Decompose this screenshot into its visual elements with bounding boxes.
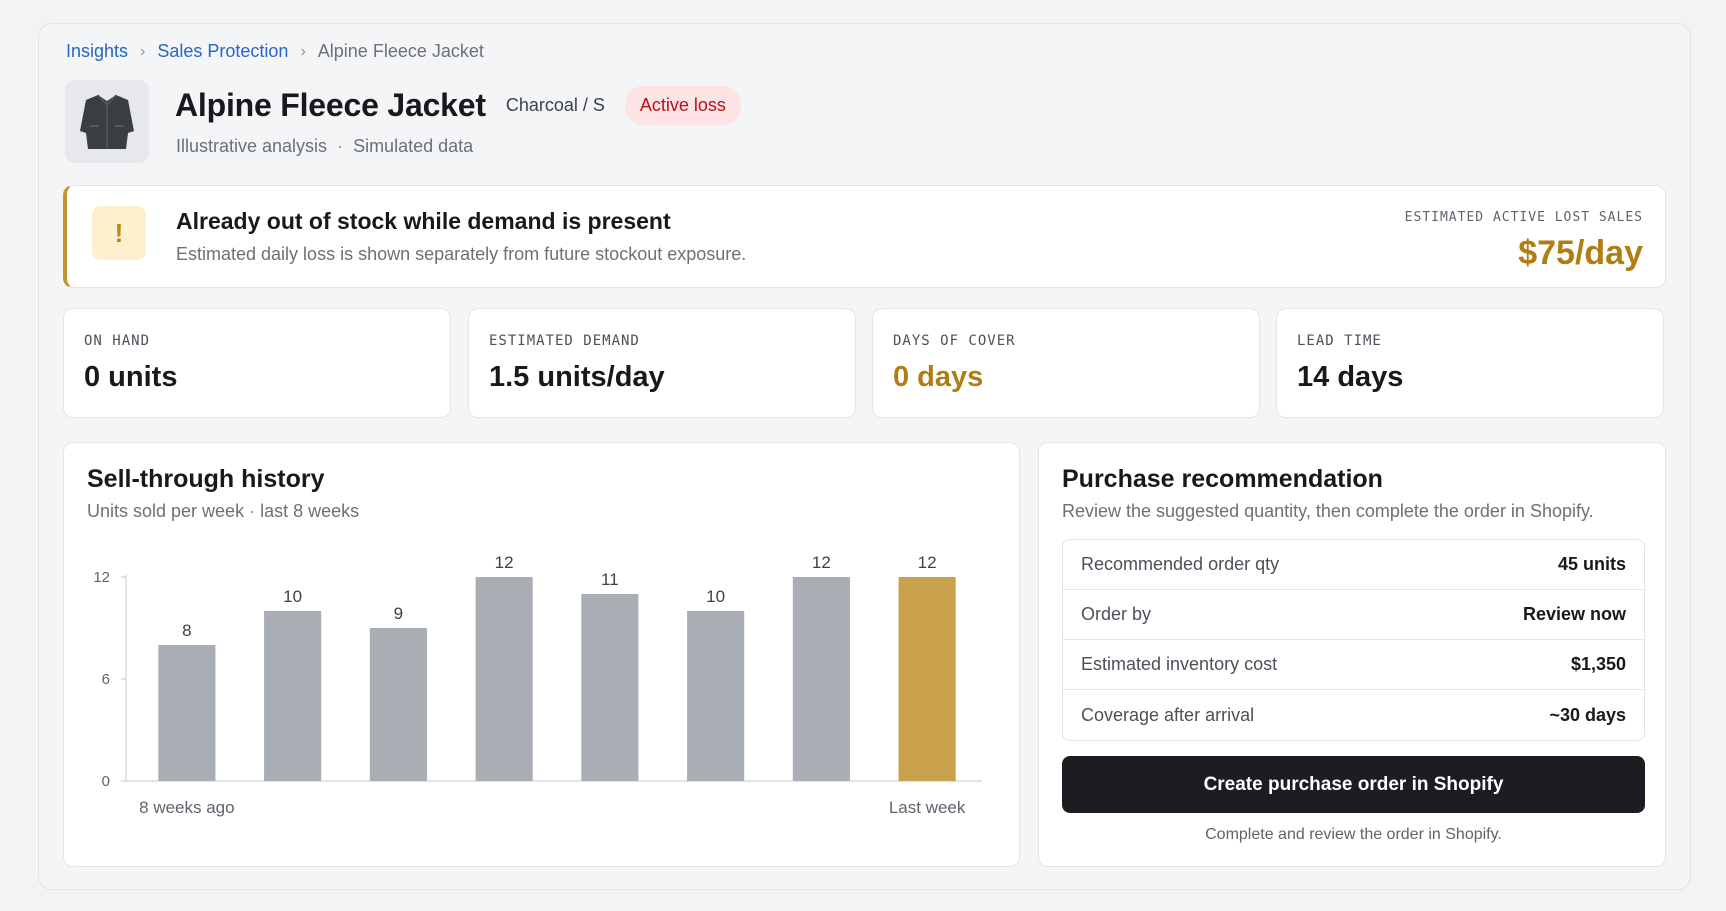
bar-value-label: 10 bbox=[283, 587, 302, 606]
lost-sales-value: $75/day bbox=[1518, 234, 1643, 272]
stat-label: DAYS OF COVER bbox=[893, 333, 1016, 349]
recommendation-subtitle: Review the suggested quantity, then comp… bbox=[1062, 501, 1594, 521]
bar bbox=[792, 577, 850, 781]
x-label-end: Last week bbox=[889, 798, 966, 817]
stat-estimated-demand: ESTIMATED DEMAND 1.5 units/day bbox=[468, 308, 856, 418]
stat-value: 14 days bbox=[1297, 361, 1404, 393]
subtitle-units: Units sold per week bbox=[87, 501, 245, 521]
breadcrumb: Insights › Sales Protection › Alpine Fle… bbox=[66, 41, 484, 62]
jacket-icon bbox=[80, 93, 134, 149]
stat-on-hand: ON HAND 0 units bbox=[63, 308, 451, 418]
lost-sales-label: ESTIMATED ACTIVE LOST SALES bbox=[1404, 210, 1643, 225]
sell-through-panel: Sell-through history Units sold per week… bbox=[63, 442, 1020, 867]
bar-value-label: 12 bbox=[918, 553, 937, 572]
breadcrumb-current: Alpine Fleece Jacket bbox=[317, 41, 484, 61]
stat-label: ON HAND bbox=[84, 333, 151, 349]
row-order-by: Order by Review now bbox=[1063, 590, 1644, 640]
product-header: Alpine Fleece Jacket Charcoal / S Active… bbox=[175, 86, 741, 125]
stat-lead-time: LEAD TIME 14 days bbox=[1276, 308, 1664, 418]
cta-note: Complete and review the order in Shopify… bbox=[1205, 826, 1502, 843]
bar bbox=[158, 645, 216, 781]
row-value: Review now bbox=[1522, 604, 1626, 624]
row-label: Coverage after arrival bbox=[1081, 704, 1255, 725]
x-label-start: 8 weeks ago bbox=[139, 798, 234, 817]
row-order-qty: Recommended order qty 45 units bbox=[1063, 540, 1644, 590]
page-title: Alpine Fleece Jacket bbox=[175, 87, 486, 123]
stat-value: 0 units bbox=[84, 361, 178, 393]
subtitle-analysis: Illustrative analysis bbox=[176, 136, 328, 156]
product-thumbnail bbox=[65, 80, 149, 163]
recommendation-title: Purchase recommendation bbox=[1062, 465, 1383, 493]
stat-label: LEAD TIME bbox=[1297, 333, 1382, 349]
chevron-right-icon: › bbox=[140, 42, 146, 60]
y-tick-label: 12 bbox=[93, 569, 110, 586]
y-tick-label: 6 bbox=[102, 671, 110, 688]
bar-value-label: 10 bbox=[706, 587, 725, 606]
separator-dot: · bbox=[337, 136, 344, 156]
subtitle-data: Simulated data bbox=[353, 136, 474, 156]
bar bbox=[475, 577, 533, 781]
subtitle-range: last 8 weeks bbox=[260, 501, 360, 521]
chevron-right-icon: › bbox=[300, 42, 306, 60]
bar bbox=[264, 611, 322, 781]
bar-value-label: 12 bbox=[812, 553, 831, 572]
sell-through-subtitle: Units sold per week · last 8 weeks bbox=[87, 501, 359, 522]
bar-value-label: 8 bbox=[182, 621, 191, 640]
bar bbox=[687, 611, 745, 781]
breadcrumb-insights-link[interactable]: Insights bbox=[66, 41, 129, 61]
status-badge: Active loss bbox=[624, 86, 741, 125]
stat-days-of-cover: DAYS OF COVER 0 days bbox=[872, 308, 1260, 418]
stat-value: 0 days bbox=[893, 361, 984, 393]
alert-title: Already out of stock while demand is pre… bbox=[176, 208, 671, 234]
bar-value-label: 9 bbox=[394, 604, 403, 623]
warning-icon: ! bbox=[92, 206, 146, 260]
bar-value-label: 11 bbox=[601, 570, 619, 589]
row-label: Order by bbox=[1081, 604, 1152, 624]
bar bbox=[369, 628, 427, 781]
stat-label: ESTIMATED DEMAND bbox=[489, 333, 640, 349]
row-value: 45 units bbox=[1557, 554, 1626, 574]
sell-through-title: Sell-through history bbox=[87, 465, 325, 493]
bar bbox=[581, 594, 639, 781]
row-value: $1,350 bbox=[1570, 654, 1626, 674]
purchase-recommendation-panel: Purchase recommendation Review the sugge… bbox=[1038, 442, 1666, 867]
sell-through-chart: 0 6 12 8 10 9 12 11 10 12 12 8 weeks ago Last week bbox=[93, 553, 982, 817]
stat-value: 1.5 units/day bbox=[489, 361, 665, 393]
variant-label: Charcoal / S bbox=[505, 95, 605, 115]
row-label: Estimated inventory cost bbox=[1081, 654, 1278, 674]
row-label: Recommended order qty bbox=[1081, 554, 1280, 574]
bar bbox=[898, 577, 956, 781]
row-value: ~30 days bbox=[1549, 704, 1626, 725]
breadcrumb-sales-protection-link[interactable]: Sales Protection bbox=[157, 41, 289, 61]
recommendation-table: Recommended order qty 45 units Order by … bbox=[1062, 539, 1645, 741]
row-inventory-cost: Estimated inventory cost $1,350 bbox=[1063, 640, 1644, 690]
alert-description: Estimated daily loss is shown separately… bbox=[176, 244, 747, 264]
separator-dot: · bbox=[249, 501, 261, 521]
bar-value-label: 12 bbox=[495, 553, 514, 572]
create-purchase-order-button[interactable]: Create purchase order in Shopify bbox=[1062, 756, 1645, 813]
product-subtitle: Illustrative analysis · Simulated data bbox=[176, 136, 473, 157]
y-tick-label: 0 bbox=[102, 773, 110, 790]
row-coverage: Coverage after arrival ~30 days bbox=[1063, 690, 1644, 740]
stockout-alert: ! Already out of stock while demand is p… bbox=[63, 185, 1666, 288]
